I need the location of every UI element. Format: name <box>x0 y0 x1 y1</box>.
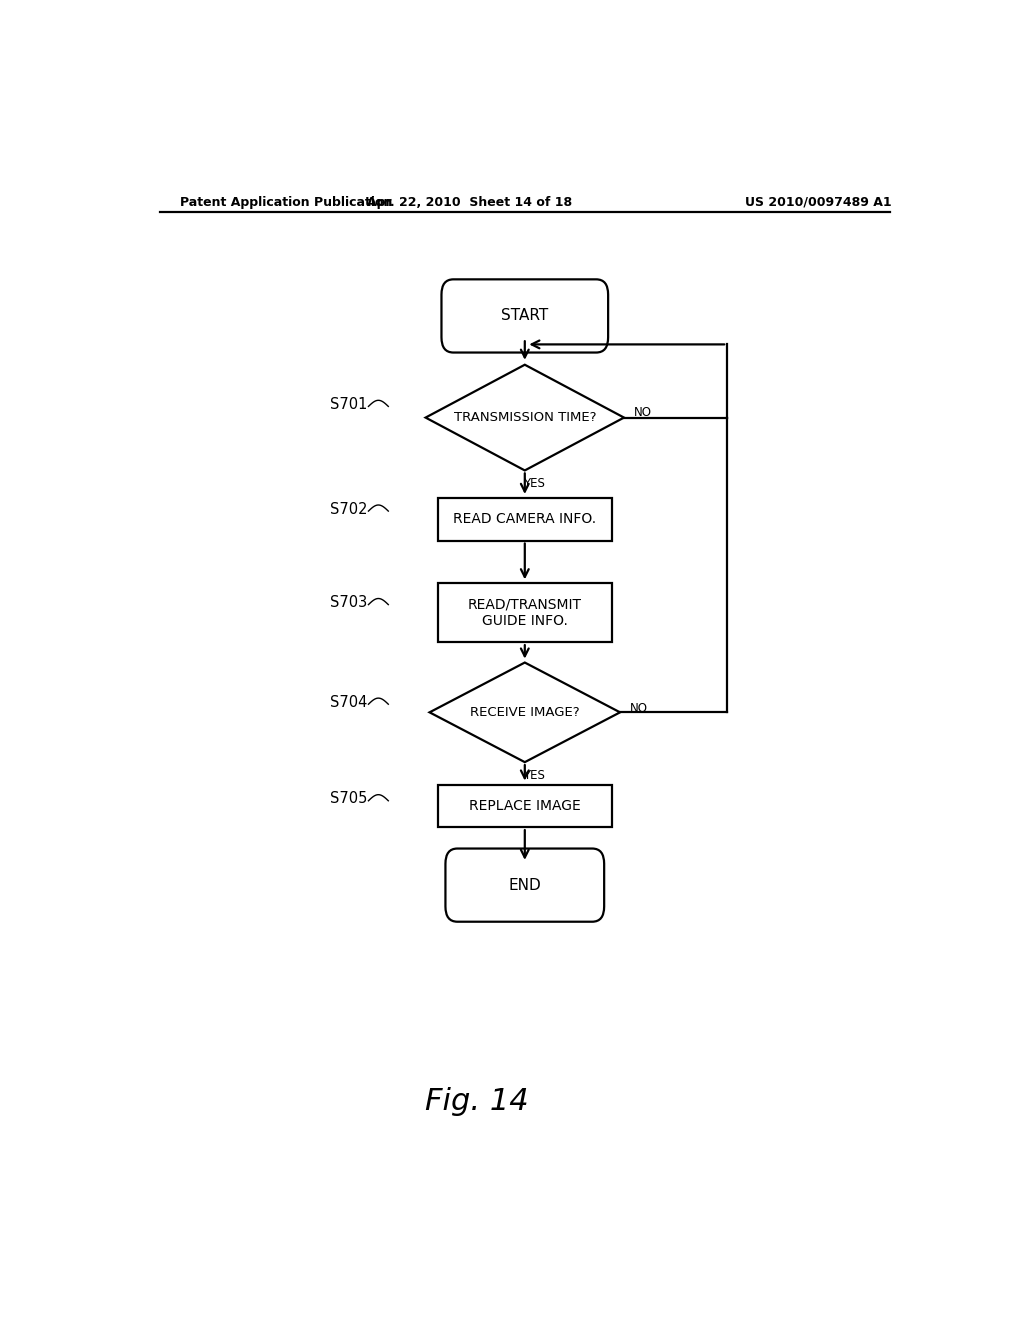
Text: Apr. 22, 2010  Sheet 14 of 18: Apr. 22, 2010 Sheet 14 of 18 <box>367 195 571 209</box>
Text: S703: S703 <box>331 595 368 610</box>
Text: S705: S705 <box>331 791 368 807</box>
Text: READ CAMERA INFO.: READ CAMERA INFO. <box>454 512 596 527</box>
Polygon shape <box>426 364 624 470</box>
Text: START: START <box>501 309 549 323</box>
Text: S704: S704 <box>331 694 368 710</box>
Text: NO: NO <box>630 702 647 714</box>
Text: S701: S701 <box>331 397 368 412</box>
Text: Fig. 14: Fig. 14 <box>425 1088 529 1117</box>
Bar <box>437 784 612 828</box>
Text: YES: YES <box>523 768 545 781</box>
Text: RECEIVE IMAGE?: RECEIVE IMAGE? <box>470 706 580 719</box>
Text: REPLACE IMAGE: REPLACE IMAGE <box>469 799 581 813</box>
Text: TRANSMISSION TIME?: TRANSMISSION TIME? <box>454 411 596 424</box>
Text: Patent Application Publication: Patent Application Publication <box>179 195 392 209</box>
Text: NO: NO <box>634 407 651 418</box>
Text: YES: YES <box>523 477 545 490</box>
Bar <box>437 583 612 643</box>
Bar <box>437 498 612 541</box>
Text: US 2010/0097489 A1: US 2010/0097489 A1 <box>745 195 892 209</box>
FancyBboxPatch shape <box>445 849 604 921</box>
Polygon shape <box>430 663 620 762</box>
Text: S702: S702 <box>331 502 368 516</box>
FancyBboxPatch shape <box>441 280 608 352</box>
Text: READ/TRANSMIT
GUIDE INFO.: READ/TRANSMIT GUIDE INFO. <box>468 598 582 628</box>
Text: END: END <box>509 878 541 892</box>
